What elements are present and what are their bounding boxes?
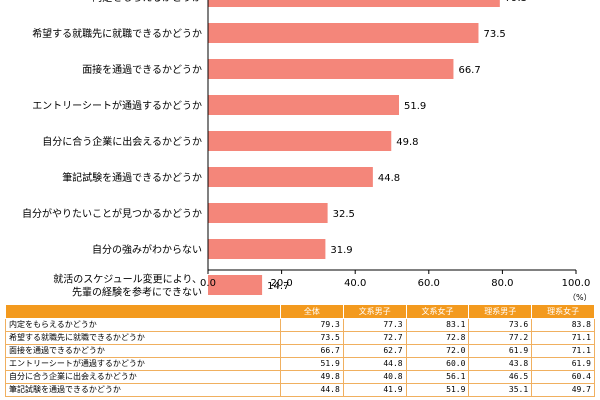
bar-value-label: 79.3 bbox=[505, 0, 527, 4]
bar-value-label: 31.9 bbox=[330, 245, 352, 256]
bar-value-label: 73.5 bbox=[483, 29, 505, 40]
bar bbox=[208, 203, 328, 223]
value-cell: 72.0 bbox=[405, 344, 470, 358]
value-cell: 77.3 bbox=[342, 318, 407, 332]
value-cell: 71.1 bbox=[531, 344, 595, 358]
table-row: エントリーシートが通過するかどうか 51.9 44.8 60.0 43.8 61.9 bbox=[5, 357, 595, 371]
category-label: 内定をもらえるかどうか bbox=[92, 0, 202, 4]
table-header-cell: 理系男子 bbox=[468, 304, 533, 319]
value-cell: 77.2 bbox=[468, 331, 533, 345]
value-cell: 79.3 bbox=[280, 318, 344, 332]
data-table: 全体 文系男子 文系女子 理系男子 理系女子 内定をもらえるかどうか 79.3 77.3 83… bbox=[5, 304, 595, 397]
bar bbox=[208, 131, 392, 151]
table-header-cell: 文系男子 bbox=[342, 304, 407, 319]
category-label: エントリーシートが通過するかどうか bbox=[32, 99, 202, 112]
value-cell: 56.1 bbox=[405, 370, 470, 384]
value-cell: 83.1 bbox=[405, 318, 470, 332]
bar bbox=[208, 23, 479, 43]
value-cell: 66.7 bbox=[280, 344, 344, 358]
value-cell: 61.9 bbox=[531, 357, 595, 371]
table-unit: （%） bbox=[568, 293, 592, 302]
bar bbox=[208, 95, 399, 115]
bar-value-label: 44.8 bbox=[378, 173, 400, 184]
bar-chart: 79.3 内定をもらえるかどうか 73.5 希望する就職先に就職できるかどうか 66.7… bbox=[22, 0, 591, 299]
value-cell: 61.9 bbox=[468, 344, 533, 358]
table-header-cell: 理系女子 bbox=[531, 304, 595, 319]
table-body: 内定をもらえるかどうか 79.3 77.3 83.1 73.6 83.8 希望する就職先に就… bbox=[5, 318, 595, 397]
value-cell: 49.7 bbox=[531, 383, 595, 397]
bar-value-label: 51.9 bbox=[404, 101, 426, 112]
x-tick-label: 40.0 bbox=[344, 278, 366, 289]
x-tick-label: 60.0 bbox=[418, 278, 440, 289]
x-tick-label: 80.0 bbox=[491, 278, 513, 289]
table-header-blank bbox=[5, 304, 281, 319]
value-cell: 41.9 bbox=[342, 383, 407, 397]
value-cell: 60.4 bbox=[531, 370, 595, 384]
row-label-cell: 自分に合う企業に出会えるかどうか bbox=[5, 370, 281, 384]
value-cell: 35.1 bbox=[468, 383, 533, 397]
category-label: 自分の強みがわからない bbox=[92, 243, 202, 256]
category-label: 先輩の経験を参考にできない bbox=[72, 286, 202, 299]
bar bbox=[208, 59, 454, 79]
value-cell: 40.8 bbox=[342, 370, 407, 384]
value-cell: 44.8 bbox=[280, 383, 344, 397]
row-label-cell: 希望する就職先に就職できるかどうか bbox=[5, 331, 281, 345]
value-cell: 49.8 bbox=[280, 370, 344, 384]
value-cell: 83.8 bbox=[531, 318, 595, 332]
value-cell: 44.8 bbox=[342, 357, 407, 371]
value-cell: 73.6 bbox=[468, 318, 533, 332]
bar bbox=[208, 239, 326, 259]
bar-value-label: 49.8 bbox=[396, 137, 418, 148]
table-row: 自分に合う企業に出会えるかどうか 49.8 40.8 56.1 46.5 60.4 bbox=[5, 370, 595, 384]
bar bbox=[208, 275, 263, 295]
value-cell: 73.5 bbox=[280, 331, 344, 345]
bar-value-label: 14.7 bbox=[267, 281, 289, 292]
value-cell: 51.9 bbox=[280, 357, 344, 371]
category-label: 筆記試験を通過できるかどうか bbox=[62, 171, 202, 184]
value-cell: 71.1 bbox=[531, 331, 595, 345]
bar bbox=[208, 167, 373, 187]
table-row: 内定をもらえるかどうか 79.3 77.3 83.1 73.6 83.8 bbox=[5, 318, 595, 332]
table-row: 面接を通過できるかどうか 66.7 62.7 72.0 61.9 71.1 bbox=[5, 344, 595, 358]
row-label-cell: エントリーシートが通過するかどうか bbox=[5, 357, 281, 371]
x-tick-label: 100.0 bbox=[562, 278, 591, 289]
row-label-cell: 内定をもらえるかどうか bbox=[5, 318, 281, 332]
value-cell: 43.8 bbox=[468, 357, 533, 371]
bar bbox=[208, 0, 500, 7]
x-tick-label: 0.0 bbox=[200, 278, 216, 289]
table-header-row: 全体 文系男子 文系女子 理系男子 理系女子 bbox=[5, 304, 595, 319]
category-label: 希望する就職先に就職できるかどうか bbox=[32, 27, 202, 40]
bar-value-label: 32.5 bbox=[333, 209, 355, 220]
table-header-cell: 全体 bbox=[280, 304, 344, 319]
bar-value-label: 66.7 bbox=[458, 65, 480, 76]
table-row: 希望する就職先に就職できるかどうか 73.5 72.7 72.8 77.2 71.1 bbox=[5, 331, 595, 345]
table-row: 筆記試験を通過できるかどうか 44.8 41.9 51.9 35.1 49.7 bbox=[5, 383, 595, 397]
row-label-cell: 面接を通過できるかどうか bbox=[5, 344, 281, 358]
category-label: 自分に合う企業に出会えるかどうか bbox=[42, 135, 202, 148]
row-label-cell: 筆記試験を通過できるかどうか bbox=[5, 383, 281, 397]
category-label: 就活のスケジュール変更により、 bbox=[53, 273, 202, 286]
value-cell: 72.8 bbox=[405, 331, 470, 345]
table-header-cell: 文系女子 bbox=[405, 304, 470, 319]
value-cell: 51.9 bbox=[405, 383, 470, 397]
value-cell: 62.7 bbox=[342, 344, 407, 358]
x-tick-label: 20.0 bbox=[270, 278, 292, 289]
value-cell: 46.5 bbox=[468, 370, 533, 384]
value-cell: 60.0 bbox=[405, 357, 470, 371]
category-label: 自分がやりたいことが見つかるかどうか bbox=[22, 207, 202, 220]
category-label: 面接を通過できるかどうか bbox=[82, 63, 202, 76]
value-cell: 72.7 bbox=[342, 331, 407, 345]
